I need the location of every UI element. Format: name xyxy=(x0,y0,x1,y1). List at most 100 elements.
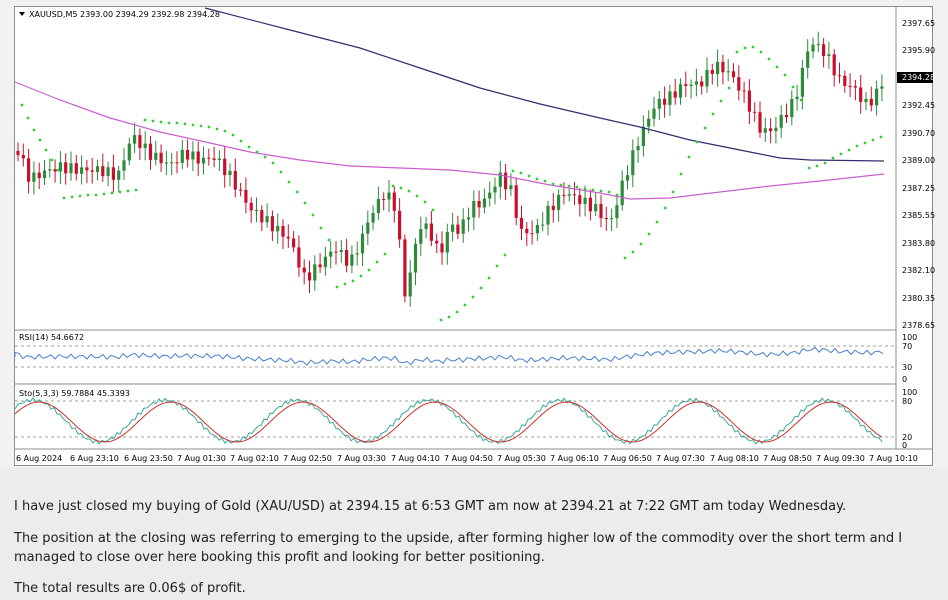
parabolic-sar-dot xyxy=(279,170,283,174)
candle-body xyxy=(620,180,624,206)
candle-body xyxy=(201,157,206,164)
candle-body xyxy=(228,170,232,175)
candle-body xyxy=(339,250,343,252)
sto-tick: 80 xyxy=(902,397,912,406)
parabolic-sar-dot xyxy=(239,139,243,143)
stochastic-signal-line xyxy=(14,401,883,443)
candle-body xyxy=(69,163,73,174)
price-tick: 2390.70 xyxy=(902,129,935,138)
candle-body xyxy=(843,75,847,86)
candle-body xyxy=(816,44,820,46)
parabolic-sar-dot xyxy=(719,99,723,103)
time-tick: 7 Aug 04:50 xyxy=(444,454,493,463)
candle-body xyxy=(583,197,587,205)
candle-body xyxy=(244,190,248,203)
candle-body xyxy=(239,189,243,191)
candle-body xyxy=(498,172,502,187)
candle-body xyxy=(111,167,115,180)
price-tick: 2382.10 xyxy=(902,266,935,275)
candle-body xyxy=(572,194,577,196)
parabolic-sar-dot xyxy=(711,112,715,116)
parabolic-sar-dot xyxy=(743,46,747,50)
rsi-axis: 100 70 30 0 xyxy=(902,333,917,384)
candle-body xyxy=(95,166,100,172)
parabolic-sar-dot xyxy=(647,232,651,236)
candle-body xyxy=(58,162,62,172)
candle-body xyxy=(212,158,216,160)
parabolic-sar-dot xyxy=(751,45,755,49)
parabolic-sar-dot xyxy=(511,169,515,173)
candle-body xyxy=(223,158,227,175)
price-tick: 2387.25 xyxy=(902,184,935,193)
candle-body xyxy=(233,170,237,190)
parabolic-sar-dot xyxy=(479,286,483,290)
candle-body xyxy=(313,264,317,281)
parabolic-sar-dot xyxy=(367,268,371,272)
candle-body xyxy=(880,86,884,89)
candle-body xyxy=(684,84,688,86)
time-tick: 7 Aug 06:10 xyxy=(550,454,599,463)
candle-body xyxy=(599,204,603,219)
candle-body xyxy=(837,75,842,77)
candle-body xyxy=(445,231,449,253)
candle-body xyxy=(48,169,52,171)
parabolic-sar-dot xyxy=(767,57,771,61)
candle-body xyxy=(164,162,168,164)
parabolic-sar-dot xyxy=(102,192,106,196)
parabolic-sar-dot xyxy=(383,252,387,256)
candle-body xyxy=(424,223,428,230)
candle-body xyxy=(74,163,78,174)
parabolic-sar-dot xyxy=(607,190,611,194)
parabolic-sar-dot xyxy=(639,242,643,246)
candle-body xyxy=(753,111,757,113)
dropdown-triangle-icon[interactable] xyxy=(19,12,25,16)
time-tick: 7 Aug 10:10 xyxy=(869,454,918,463)
time-tick: 7 Aug 01:30 xyxy=(177,454,226,463)
sto-tick: 0 xyxy=(902,441,907,450)
moving-average-fast xyxy=(14,81,885,200)
candle-body xyxy=(806,51,810,68)
candle-body xyxy=(80,167,84,174)
parabolic-sar-dot xyxy=(319,226,323,230)
candle-body xyxy=(329,251,333,257)
parabolic-sar-dot xyxy=(311,213,315,217)
time-tick: 7 Aug 09:30 xyxy=(816,454,865,463)
candle-body xyxy=(562,194,566,196)
candle-body xyxy=(763,128,767,133)
candle-body xyxy=(578,195,582,205)
candle-body xyxy=(366,222,370,234)
candle-body xyxy=(721,61,725,73)
candle-body xyxy=(647,118,651,127)
candle-body xyxy=(604,218,608,219)
candle-body xyxy=(636,146,640,151)
candle-body xyxy=(615,205,619,219)
candle-body xyxy=(307,272,312,281)
candle-body xyxy=(567,194,571,196)
candle-body xyxy=(800,67,804,97)
candle-body xyxy=(398,210,402,240)
parabolic-sar-dot xyxy=(335,285,339,289)
candle-body xyxy=(716,61,720,75)
parabolic-sar-dot xyxy=(50,158,54,162)
candle-body xyxy=(27,158,31,182)
parabolic-sar-dot xyxy=(655,220,659,224)
price-chart[interactable]: XAUUSD,M5 2393.00 2394.29 2392.98 2394.2… xyxy=(0,0,948,468)
candle-body xyxy=(875,88,879,106)
parabolic-sar-dot xyxy=(575,185,579,189)
parabolic-sar-dot xyxy=(679,172,683,176)
parabolic-sar-dot xyxy=(351,279,355,283)
candle-body xyxy=(541,224,545,226)
chart-border xyxy=(14,6,933,466)
candle-body xyxy=(774,127,778,132)
candle-body xyxy=(334,251,338,253)
candle-body xyxy=(641,126,645,147)
parabolic-sar-dot xyxy=(623,256,627,260)
parabolic-sar-dot xyxy=(559,183,563,187)
parabolic-sar-dot xyxy=(463,303,467,307)
candle-body xyxy=(419,229,423,244)
candle-body xyxy=(413,243,418,273)
parabolic-sar-dot xyxy=(375,260,379,264)
candle-body xyxy=(705,69,709,87)
candle-body xyxy=(435,240,439,244)
parabolic-sar-dot xyxy=(118,190,122,194)
